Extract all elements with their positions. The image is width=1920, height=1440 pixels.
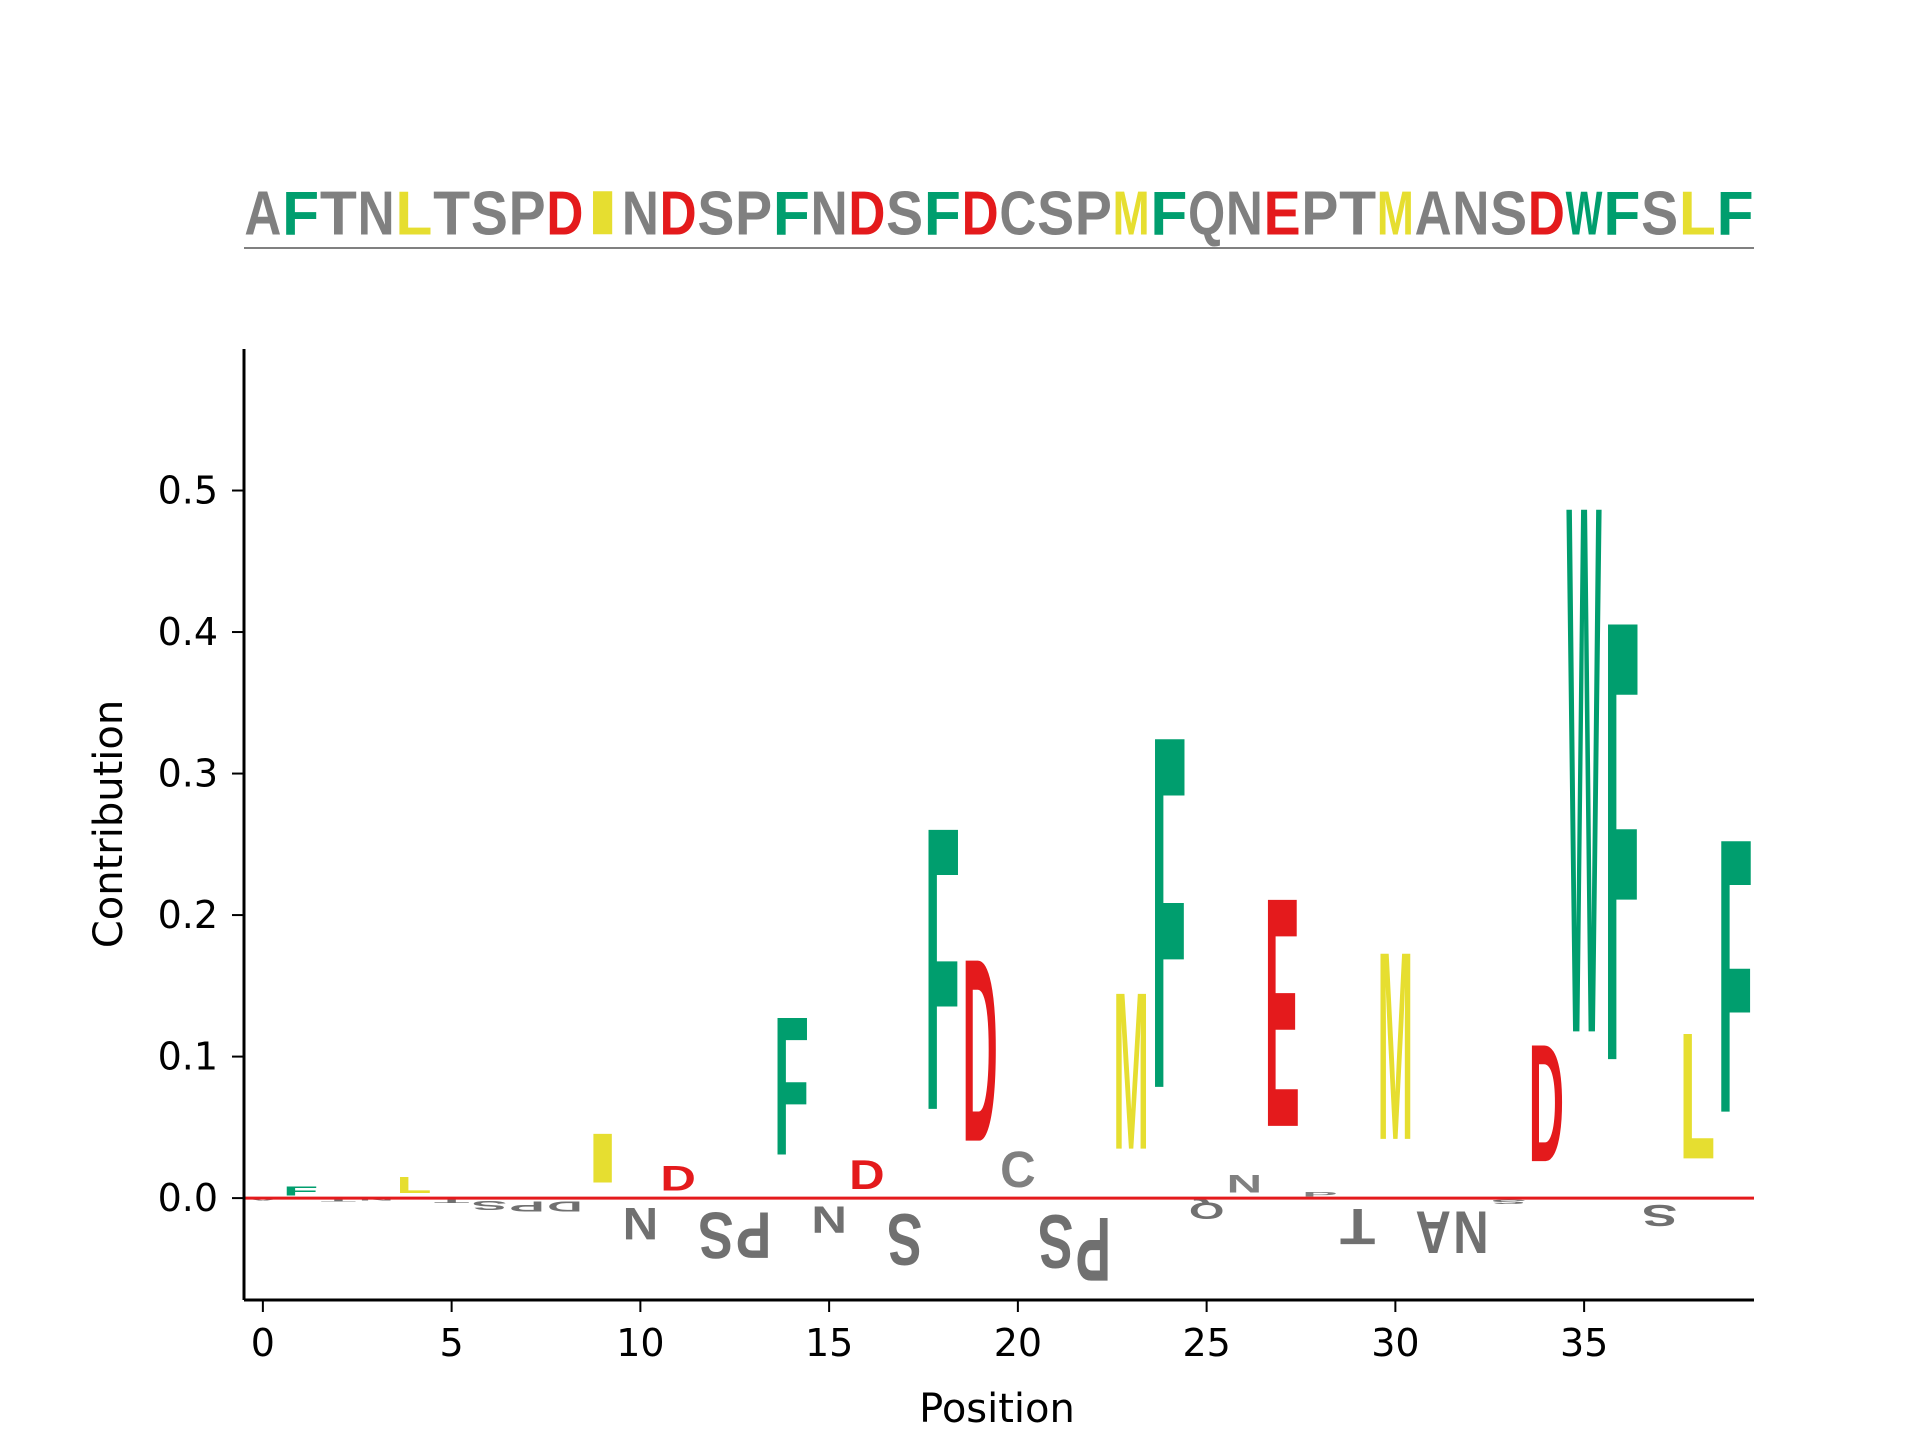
x-tick-label: 30 — [1371, 1321, 1419, 1365]
sequence-letter: N — [1226, 178, 1263, 248]
contribution-letter: N — [1453, 1198, 1488, 1266]
contribution-letter: S — [887, 1198, 922, 1280]
contribution-letter: A — [1415, 1198, 1450, 1266]
sequence-letter: S — [1037, 178, 1074, 248]
contribution-letter: S — [472, 1198, 507, 1212]
y-tick-label: 0.0 — [158, 1176, 218, 1220]
sequence-letter: P — [735, 178, 772, 248]
y-tick-label: 0.4 — [158, 610, 218, 654]
sequence-letter: T — [320, 178, 357, 248]
x-tick-label: 10 — [616, 1321, 664, 1365]
contribution-letter: Q — [1189, 1198, 1224, 1224]
sequence-letter: S — [471, 178, 508, 248]
sequence-letter: P — [509, 178, 546, 248]
x-tick-label: 15 — [805, 1321, 853, 1365]
x-axis-title: Position — [919, 1386, 1075, 1432]
contribution-letter: P — [736, 1198, 771, 1272]
contribution-letter: I — [585, 1119, 620, 1198]
y-tick-label: 0.3 — [158, 752, 218, 796]
sequence-letter: D — [1528, 178, 1565, 248]
sequence-letter: L — [1679, 178, 1716, 248]
contribution-letter: D — [1529, 1010, 1564, 1197]
contribution-letter: N — [1227, 1171, 1262, 1199]
contribution-letter: D — [849, 1151, 884, 1198]
sequence-letter: F — [924, 178, 961, 248]
x-tick-label: 0 — [251, 1321, 275, 1365]
sequence-letter: A — [1415, 178, 1452, 248]
sequence-letter: C — [999, 178, 1036, 248]
sequence-letter: D — [660, 178, 697, 248]
contribution-letter: F — [1151, 630, 1186, 1195]
sequence-letter: N — [358, 178, 395, 248]
contribution-letter: S — [698, 1198, 733, 1272]
contribution-letter: L — [1680, 997, 1715, 1198]
contribution-letter: D — [660, 1159, 695, 1199]
contribution-letter: S — [1642, 1198, 1677, 1232]
sequence-letter: F — [1603, 178, 1640, 248]
sequence-letter: F — [282, 178, 319, 248]
contribution-letter: T — [1340, 1198, 1375, 1255]
sequence-letter: N — [1452, 178, 1489, 248]
sequence-letter: Q — [1188, 178, 1225, 248]
y-tick-label: 0.2 — [158, 893, 218, 937]
sequence-letter: A — [244, 178, 281, 248]
contribution-letter: N — [811, 1198, 846, 1240]
sequence-letter: D — [546, 178, 583, 248]
sequence-letter: F — [1150, 178, 1187, 248]
contribution-letter: D — [547, 1198, 582, 1215]
contribution-letter: P — [1076, 1199, 1111, 1300]
sequence-letter: S — [886, 178, 923, 248]
contribution-letter: D — [962, 904, 997, 1196]
sequence-letter: I — [584, 178, 621, 248]
sequence-letter: D — [962, 178, 999, 248]
sequence-letter: M — [1113, 179, 1150, 248]
x-tick-label: 20 — [994, 1321, 1042, 1365]
y-tick-label: 0.1 — [158, 1035, 218, 1079]
sequence-letter: M — [1377, 179, 1414, 248]
contribution-letter: N — [623, 1198, 658, 1249]
x-tick-label: 25 — [1182, 1321, 1230, 1365]
sequence-letter: P — [1301, 178, 1338, 248]
contribution-letter: M — [1113, 946, 1148, 1198]
contribution-letter: F — [774, 975, 809, 1196]
sequence-letter: L — [395, 178, 432, 248]
contribution-letter: P — [509, 1198, 544, 1215]
contribution-letter: L — [396, 1173, 431, 1198]
contribution-letter: F — [283, 1184, 318, 1198]
y-tick-label: 0.5 — [158, 469, 218, 513]
sequence-letter: D — [848, 178, 885, 248]
y-axis-title: Contribution — [86, 700, 132, 948]
sequence-letter: F — [773, 178, 810, 248]
sequence-letter: E — [1264, 178, 1301, 248]
contribution-letter: F — [1604, 489, 1639, 1195]
contribution-letter: F — [925, 743, 960, 1195]
contribution-letter: T — [434, 1198, 469, 1204]
sequence-letter: S — [1490, 178, 1527, 248]
x-tick-label: 35 — [1560, 1321, 1608, 1365]
sequence-letter: N — [622, 178, 659, 248]
sequence-letter: P — [1075, 178, 1112, 248]
contribution-letter: T — [321, 1198, 356, 1202]
contribution-letter: M — [1378, 896, 1413, 1196]
contribution-letter: S — [1038, 1199, 1073, 1284]
sequence-letter: F — [1717, 178, 1754, 248]
x-tick-label: 5 — [440, 1321, 464, 1365]
y-axis-ticks: 0.0 0.1 0.2 0.3 0.4 0.5 — [158, 469, 244, 1220]
contribution-letter: W — [1566, 345, 1602, 1193]
contribution-letter: F — [1717, 756, 1752, 1195]
sequence-letter: N — [811, 178, 848, 248]
x-axis-ticks: 0 5 10 15 20 25 30 35 — [251, 1300, 1608, 1365]
contribution-letter: P — [1302, 1191, 1337, 1198]
sequence-letter: T — [433, 178, 470, 248]
sequence-letter: W — [1566, 179, 1603, 249]
contribution-letter: C — [1000, 1141, 1035, 1198]
sequence-letter: S — [1641, 178, 1678, 248]
sequence-letter: S — [697, 178, 734, 248]
contribution-letter: E — [1264, 828, 1299, 1195]
contribution-letter: S — [1491, 1198, 1526, 1205]
sequence-letter: T — [1339, 178, 1376, 248]
